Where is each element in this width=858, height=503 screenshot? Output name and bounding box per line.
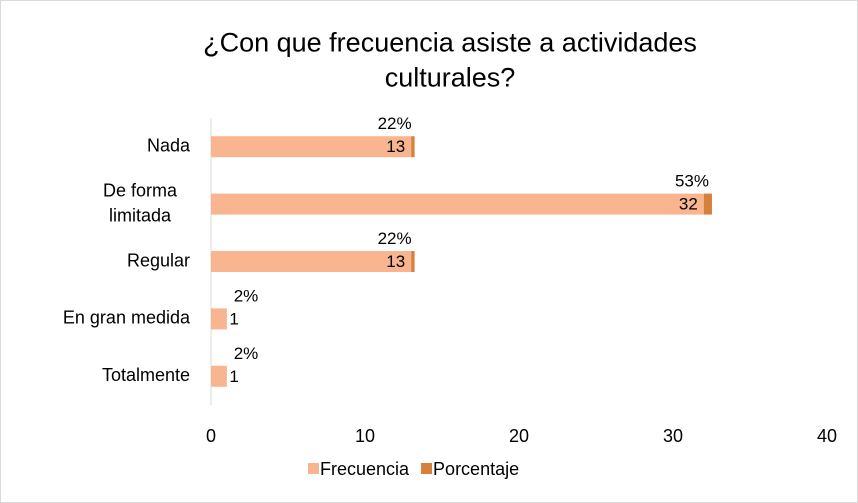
- legend-label: Porcentaje: [433, 459, 519, 479]
- data-label: 2%: [234, 344, 259, 363]
- x-tick-label: 10: [355, 426, 375, 446]
- x-tick-label: 30: [663, 426, 683, 446]
- chart-title: ¿Con que frecuencia asiste a actividades…: [203, 28, 697, 93]
- bar: [211, 251, 412, 272]
- data-label: 2%: [234, 286, 259, 305]
- x-tick-label: 0: [206, 426, 216, 446]
- data-label: 13: [386, 137, 405, 156]
- bar: [411, 136, 415, 158]
- bar: [703, 193, 712, 215]
- legend-swatch: [421, 463, 433, 474]
- y-tick-label: Totalmente: [102, 365, 190, 385]
- x-tick-label: 40: [817, 426, 837, 446]
- data-label: 22%: [378, 114, 412, 133]
- legend-swatch: [308, 463, 319, 474]
- bar: [411, 251, 415, 272]
- data-label: 22%: [378, 229, 412, 248]
- data-label: 13: [386, 252, 405, 271]
- y-tick-label: En gran medida: [63, 308, 191, 328]
- data-label: 1: [229, 367, 238, 386]
- legend-label: Frecuencia: [320, 459, 410, 479]
- data-label: 32: [679, 195, 698, 214]
- x-tick-label: 20: [509, 426, 529, 446]
- data-label: 53%: [675, 172, 709, 191]
- bar: [211, 136, 412, 158]
- data-label: 1: [229, 309, 238, 328]
- y-tick-label: De forma limitada: [103, 180, 178, 225]
- bar: [211, 365, 227, 387]
- bar: [211, 193, 704, 215]
- y-tick-label: Regular: [127, 250, 190, 270]
- bar: [211, 308, 227, 330]
- y-tick-label: Nada: [147, 135, 191, 155]
